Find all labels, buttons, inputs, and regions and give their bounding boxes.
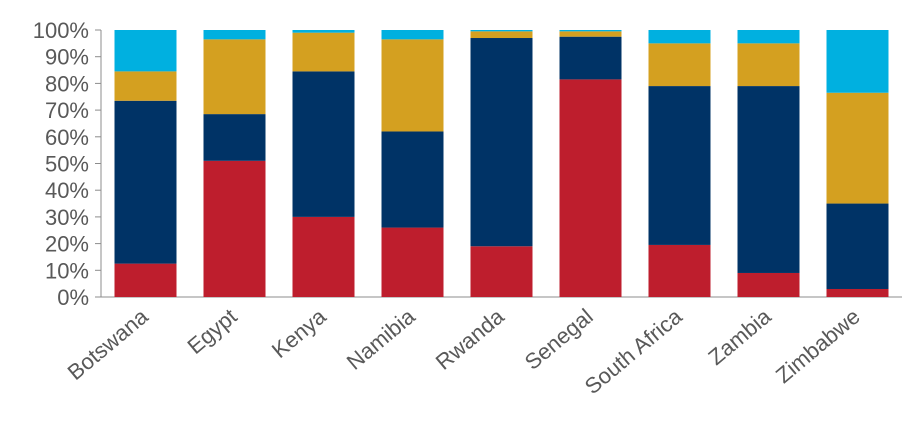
bar-segment-egypt-3: [203, 39, 266, 115]
y-tick-label: 80%: [45, 71, 89, 96]
bar-segment-namibia-1: [381, 227, 444, 297]
bar-segment-zambia-4: [737, 30, 800, 44]
bar-segment-zimbabwe-1: [826, 288, 889, 297]
bar-segment-zimbabwe-4: [826, 30, 889, 93]
bar-segment-kenya-3: [292, 32, 355, 72]
y-tick-label: 70%: [45, 98, 89, 123]
y-tick-label: 0%: [57, 285, 89, 310]
x-tick-label: South Africa: [580, 303, 688, 399]
bar-segment-senegal-3: [559, 31, 622, 37]
bar-segment-kenya-4: [292, 30, 355, 33]
bar-segment-rwanda-4: [470, 30, 533, 32]
bar-segment-south-africa-4: [648, 30, 711, 44]
y-tick-label: 20%: [45, 232, 89, 257]
bar-segment-egypt-2: [203, 114, 266, 161]
bar-segment-botswana-3: [114, 71, 177, 101]
bar-segment-zimbabwe-2: [826, 203, 889, 289]
bar-segment-egypt-4: [203, 30, 266, 40]
bar-segment-south-africa-3: [648, 43, 711, 87]
bar-segment-senegal-2: [559, 36, 622, 80]
y-tick-label: 100%: [33, 18, 89, 43]
y-tick-label: 40%: [45, 178, 89, 203]
bar-segment-egypt-1: [203, 160, 266, 297]
x-tick-label: Namibia: [342, 303, 420, 375]
bar-segment-rwanda-1: [470, 246, 533, 297]
bar-segment-botswana-4: [114, 30, 177, 72]
bar-segment-namibia-4: [381, 30, 444, 40]
bar-segment-kenya-1: [292, 216, 355, 297]
y-tick-label: 90%: [45, 45, 89, 70]
x-axis-labels: Botswana Egypt Kenya Namibia Rwanda SenegalSo…: [63, 303, 865, 399]
x-tick-label: Egypt: [183, 304, 242, 359]
x-tick-label: Senegal: [520, 304, 598, 375]
bar-segment-kenya-2: [292, 71, 355, 217]
bar-segment-south-africa-2: [648, 86, 711, 245]
y-tick-label: 30%: [45, 205, 89, 230]
y-tick-label: 10%: [45, 258, 89, 283]
x-tick-label: Zimbabwe: [771, 304, 865, 388]
y-tick-label: 50%: [45, 152, 89, 177]
bar-segment-zambia-1: [737, 272, 800, 297]
bar-segment-namibia-3: [381, 39, 444, 132]
bar-segment-namibia-2: [381, 131, 444, 228]
x-tick-label: Zambia: [703, 303, 776, 370]
bar-segment-botswana-1: [114, 263, 177, 297]
bar-segment-senegal-1: [559, 79, 622, 298]
bar-segment-botswana-2: [114, 100, 177, 264]
bar-segment-zambia-2: [737, 86, 800, 273]
bar-segment-senegal-4: [559, 30, 622, 32]
bar-segment-zambia-3: [737, 43, 800, 87]
bars: [114, 30, 889, 298]
x-tick-label: Kenya: [267, 303, 331, 363]
y-axis: 0%10%20%30%40%50%60%70%80%90%100%: [33, 18, 902, 310]
bar-segment-rwanda-3: [470, 31, 533, 39]
x-tick-label: Rwanda: [431, 303, 509, 375]
bar-segment-zimbabwe-3: [826, 92, 889, 204]
y-tick-label: 60%: [45, 125, 89, 150]
x-tick-label: Botswana: [63, 303, 154, 385]
bar-segment-rwanda-2: [470, 38, 533, 247]
bar-segment-south-africa-1: [648, 244, 711, 297]
